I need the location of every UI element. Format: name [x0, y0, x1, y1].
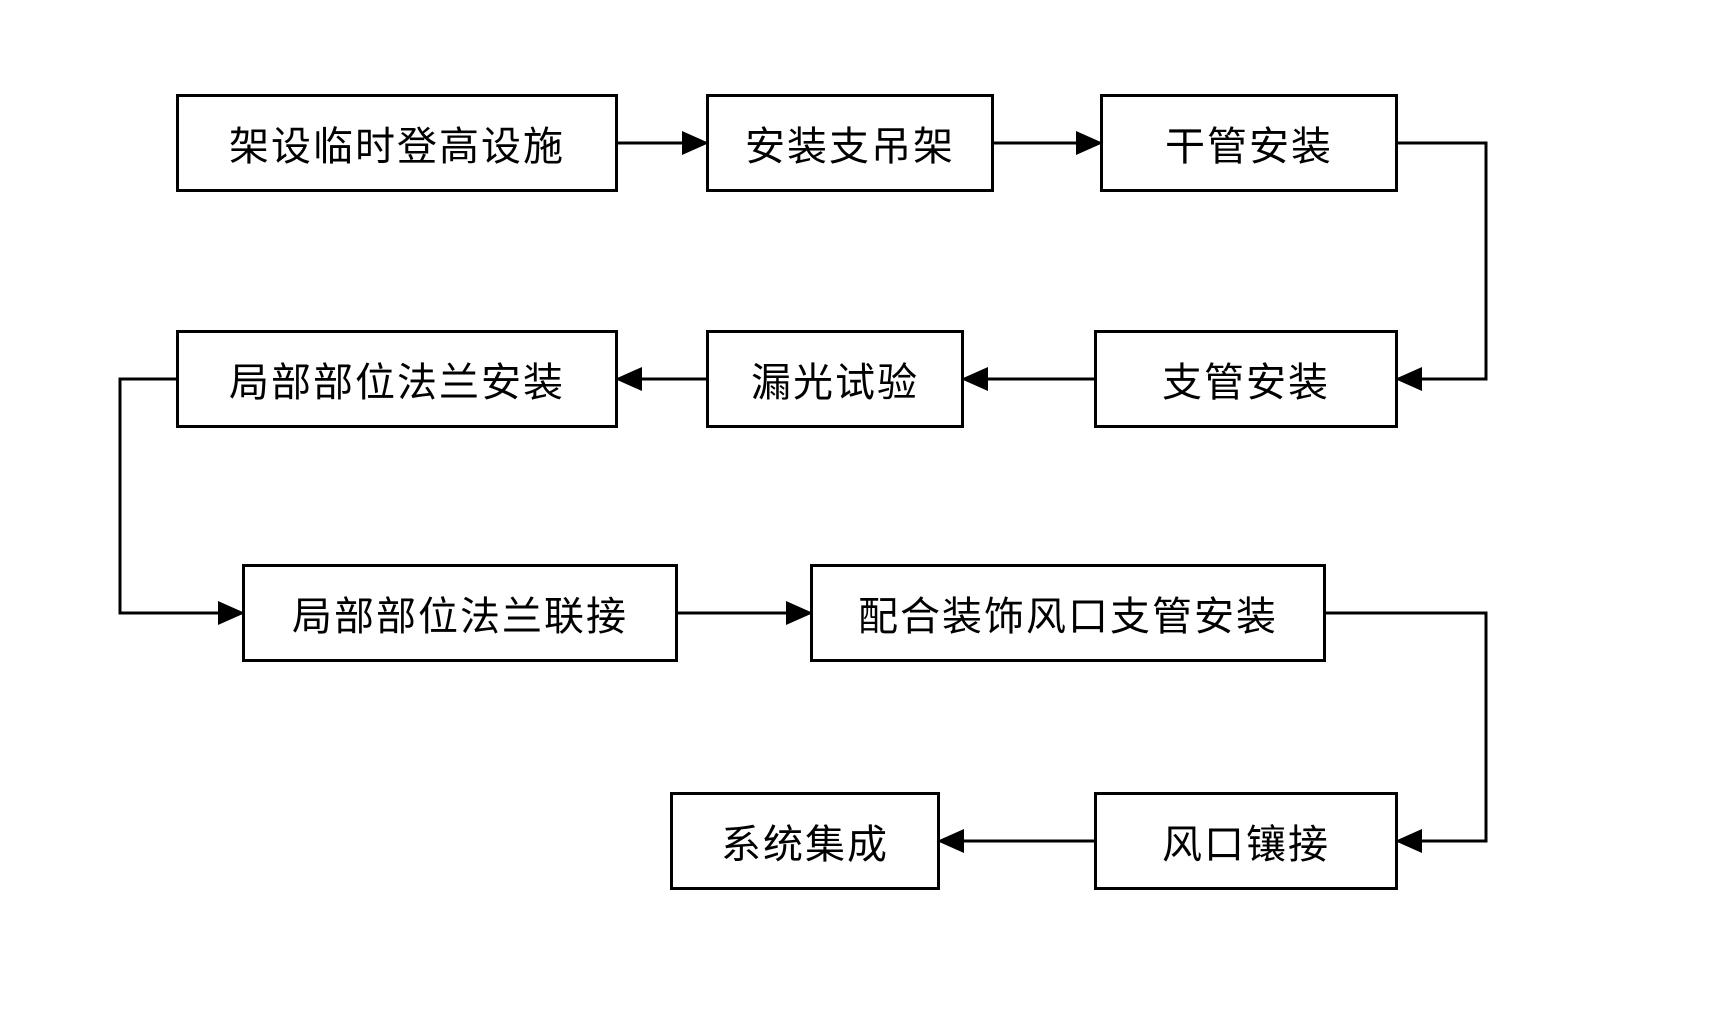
node-label: 漏光试验: [751, 350, 919, 408]
edge-n3-n4: [1398, 143, 1486, 379]
node-label: 风口镶接: [1162, 812, 1330, 870]
node-label: 安装支吊架: [745, 114, 955, 172]
flowchart-node-n5: 漏光试验: [706, 330, 964, 428]
flowchart-node-n8: 配合装饰风口支管安装: [810, 564, 1326, 662]
flowchart-node-n4: 支管安装: [1094, 330, 1398, 428]
node-label: 干管安装: [1165, 114, 1333, 172]
node-label: 配合装饰风口支管安装: [858, 584, 1278, 642]
flowchart-node-n6: 局部部位法兰安装: [176, 330, 618, 428]
flowchart-node-n3: 干管安装: [1100, 94, 1398, 192]
node-label: 架设临时登高设施: [229, 114, 565, 172]
flowchart-node-n7: 局部部位法兰联接: [242, 564, 678, 662]
node-label: 支管安装: [1162, 350, 1330, 408]
flowchart-node-n2: 安装支吊架: [706, 94, 994, 192]
flowchart-node-n1: 架设临时登高设施: [176, 94, 618, 192]
node-label: 局部部位法兰安装: [229, 350, 565, 408]
node-label: 系统集成: [721, 812, 889, 870]
flowchart-node-n9: 风口镶接: [1094, 792, 1398, 890]
flowchart-container: 架设临时登高设施 安装支吊架 干管安装支管安装 漏光试验 局部部位法兰安装局部部位法兰联…: [0, 0, 1724, 1020]
node-label: 局部部位法兰联接: [292, 584, 628, 642]
flowchart-node-n10: 系统集成: [670, 792, 940, 890]
